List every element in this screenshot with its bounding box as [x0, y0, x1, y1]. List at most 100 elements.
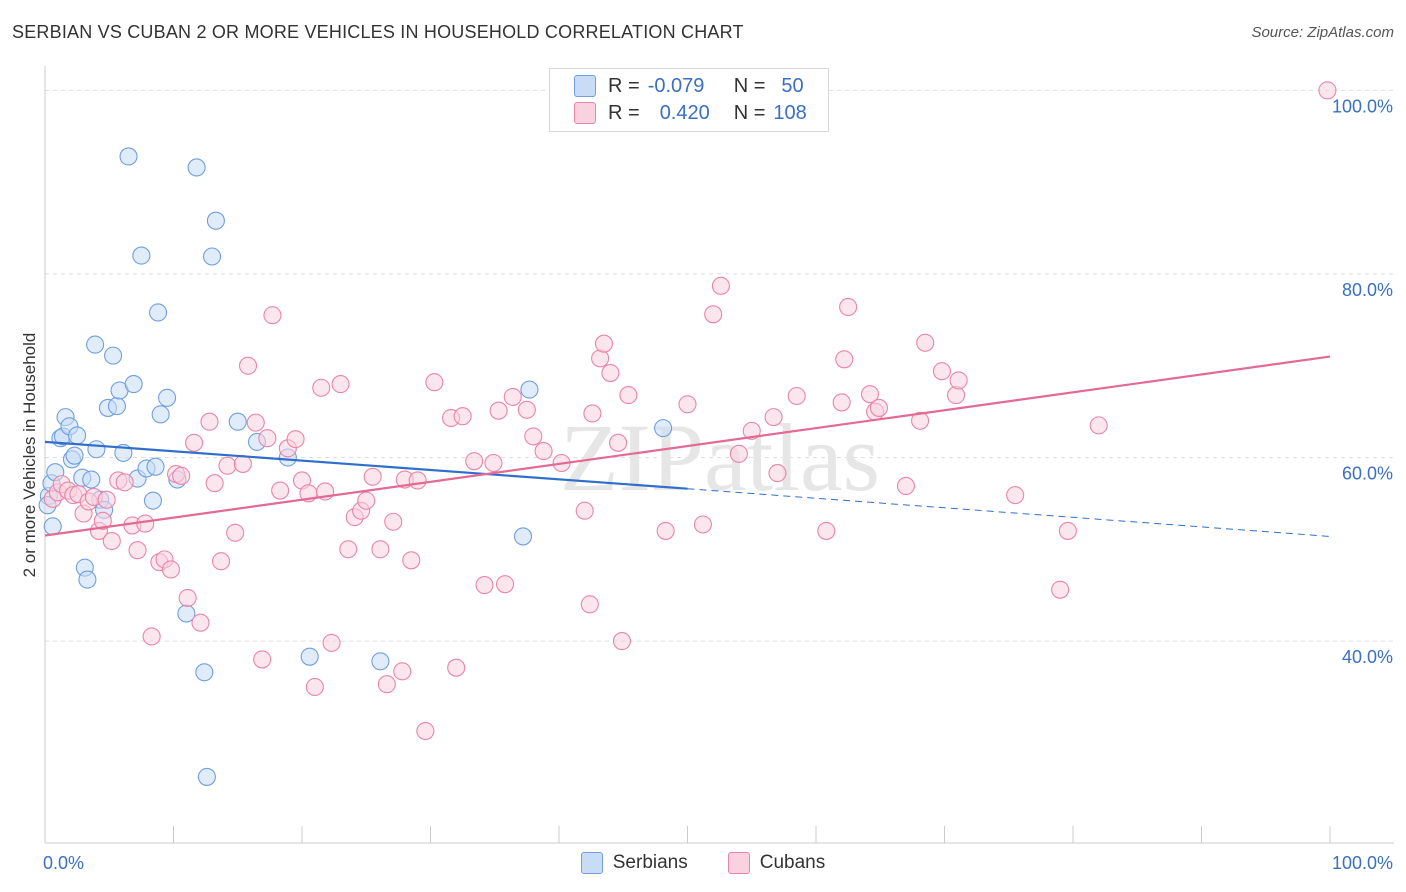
cuban-point: [246, 413, 265, 432]
cuban-point: [161, 560, 180, 579]
cuban-point: [484, 453, 503, 473]
cuban-point: [817, 521, 836, 540]
cuban-point: [609, 433, 628, 452]
n-label: N =: [733, 101, 766, 124]
cuban-point: [263, 306, 282, 325]
serbian-point: [206, 211, 225, 230]
x-tick-label: 100.0%: [1332, 853, 1393, 873]
serbian-point: [78, 570, 97, 589]
cuban-point: [475, 576, 494, 595]
watermark: ZIPatlas: [560, 404, 880, 511]
cuban-point: [911, 411, 930, 430]
cuban-point: [408, 471, 427, 490]
y-tick-label: 80.0%: [1342, 280, 1393, 300]
cuban-point: [896, 476, 916, 496]
serbian-point: [104, 346, 123, 365]
cuban-point: [1089, 416, 1108, 435]
cuban-point: [1318, 81, 1337, 100]
cuban-point: [835, 350, 854, 369]
cuban-point: [393, 662, 412, 681]
cuban-point: [465, 452, 484, 471]
correlation-legend: R = -0.079 N = 50 R = 0.420 N = 108: [549, 68, 829, 132]
serbians-swatch: [574, 75, 596, 97]
cuban-point: [656, 521, 675, 540]
tick-labels: 40.0% 60.0% 80.0% 100.0% 0.0% 100.0%: [43, 96, 1393, 873]
serbian-point: [143, 491, 162, 510]
serbian-point: [371, 652, 390, 671]
cuban-point: [205, 474, 224, 493]
r-label: R =: [608, 101, 640, 124]
legend-row-cubans: R = 0.420 N = 108: [574, 101, 807, 125]
cuban-point: [693, 515, 712, 534]
cuban-point: [93, 511, 112, 530]
cuban-point: [517, 400, 536, 419]
cuban-point: [489, 401, 508, 420]
cuban-point: [115, 473, 134, 492]
cuban-point: [916, 333, 935, 352]
serbian-point: [149, 303, 168, 322]
cuban-point: [612, 632, 632, 651]
cuban-point: [678, 395, 697, 414]
cuban-point: [377, 675, 396, 694]
cuban-point: [860, 385, 880, 404]
cuban-point: [233, 454, 252, 473]
serbian-point: [195, 663, 214, 682]
legend-item-cubans[interactable]: Cubans: [727, 852, 825, 874]
cuban-point: [312, 378, 331, 397]
cuban-point: [371, 540, 390, 559]
cuban-point: [949, 371, 968, 390]
cubans-trend-line: [44, 355, 1331, 537]
serbian-point: [203, 247, 222, 266]
serbian-point: [68, 426, 87, 445]
cuban-point: [729, 444, 748, 463]
cuban-point: [534, 442, 553, 461]
serbian-point: [82, 470, 101, 489]
serbian-point: [520, 380, 539, 399]
cuban-point: [711, 276, 730, 295]
cuban-point: [932, 362, 951, 381]
cuban-point: [185, 433, 204, 452]
cuban-point: [178, 588, 197, 607]
axes: [44, 66, 1394, 844]
cuban-point: [142, 627, 161, 646]
cuban-point: [384, 512, 403, 531]
cuban-point: [619, 386, 638, 405]
r-value: -0.079: [647, 74, 705, 97]
serbian-point: [119, 147, 138, 166]
trend-lines: [44, 355, 1331, 537]
cuban-point: [305, 677, 324, 697]
cuban-point: [271, 481, 290, 500]
r-value: 0.420: [659, 101, 710, 124]
serbians-swatch: [580, 852, 603, 874]
cuban-point: [1006, 486, 1025, 505]
y-tick-label: 60.0%: [1342, 464, 1393, 484]
cuban-point: [768, 464, 787, 483]
cuban-point: [322, 633, 341, 652]
cuban-point: [102, 531, 121, 551]
cuban-point: [339, 540, 358, 559]
cuban-point: [742, 421, 761, 440]
serbian-point: [228, 412, 247, 431]
cuban-point: [402, 551, 421, 570]
cuban-point: [357, 491, 376, 510]
cuban-point: [594, 334, 614, 353]
cuban-point: [258, 429, 277, 448]
cuban-point: [253, 650, 272, 669]
cuban-point: [172, 466, 191, 485]
legend-row-serbians: R = -0.079 N = 50: [574, 74, 804, 98]
cuban-point: [191, 613, 210, 632]
cuban-point: [286, 430, 305, 449]
cuban-point: [226, 523, 245, 542]
cuban-point: [211, 552, 231, 571]
y-tick-label: 100.0%: [1332, 96, 1393, 116]
cuban-point: [416, 721, 435, 741]
serbians-trend-line: [44, 440, 688, 490]
serbian-point: [654, 419, 673, 438]
cuban-point: [580, 595, 599, 614]
cuban-point: [1051, 580, 1070, 599]
cuban-point: [1058, 521, 1077, 540]
cuban-point: [947, 386, 966, 405]
legend-item-serbians[interactable]: Serbians: [580, 852, 688, 874]
serbian-point: [187, 158, 206, 177]
